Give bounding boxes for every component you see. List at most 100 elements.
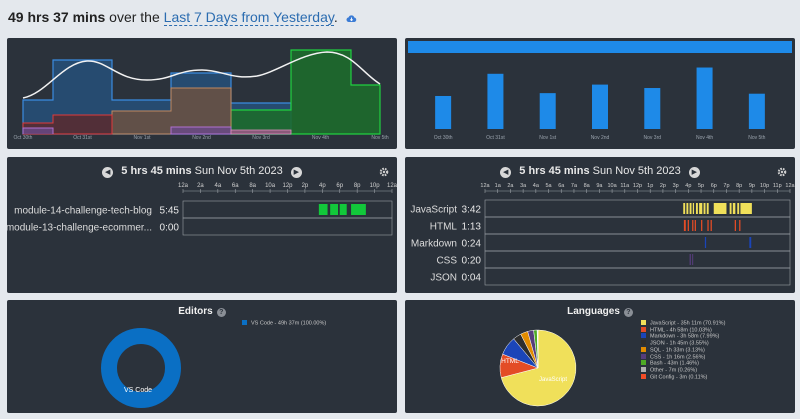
next-day-button[interactable]: ▶ <box>290 167 302 178</box>
timeline-row-name[interactable]: CSS <box>436 256 457 267</box>
prev-day-button[interactable]: ◀ <box>102 167 114 178</box>
daily-bar[interactable] <box>644 88 661 129</box>
language-slice-label: HTML <box>501 358 519 365</box>
project-timeline-panel: ◀ 5 hrs 45 mins Sun Nov 5th 2023 ▶ 12a 2a… <box>7 157 397 293</box>
daily-bar[interactable] <box>696 67 713 129</box>
timeline-span[interactable] <box>683 220 686 231</box>
timeline-span[interactable] <box>739 220 741 231</box>
timeline-tick-label: 12p <box>633 183 642 189</box>
daily-bar-x-label: Nov 3rd <box>644 135 662 141</box>
language-timeline-date: Sun Nov 5th 2023 <box>592 165 681 177</box>
timeline-span[interactable] <box>330 204 339 215</box>
editors-legend-item[interactable]: VS Code - 49h 37m (100.00%) <box>242 320 326 327</box>
prev-day-button[interactable]: ◀ <box>500 167 512 178</box>
timeline-span[interactable] <box>683 203 686 214</box>
activity-x-label: Nov 4th <box>312 135 329 141</box>
date-range-dropdown[interactable]: Last 7 Days from Yesterday <box>163 9 334 26</box>
languages-legend-item[interactable]: CSS - 1h 16m (2.56%) <box>641 353 725 361</box>
timeline-span[interactable] <box>707 220 709 231</box>
languages-legend-item[interactable]: Other - 7m (0.26%) <box>641 366 725 374</box>
editor-slice-vscode[interactable] <box>101 328 181 408</box>
daily-bar[interactable] <box>539 93 556 129</box>
language-timeline-duration: 5 hrs 45 mins <box>519 165 590 177</box>
timeline-span[interactable] <box>729 203 732 214</box>
languages-legend-item[interactable]: Bash - 43m (1.46%) <box>641 360 725 367</box>
timeline-span[interactable] <box>704 237 707 248</box>
daily-bar[interactable] <box>435 95 452 129</box>
timeline-span[interactable] <box>339 204 347 215</box>
timeline-tick-label: 2a <box>197 183 204 189</box>
timeline-span[interactable] <box>694 220 696 231</box>
daily-bar[interactable] <box>748 93 765 129</box>
timeline-span[interactable] <box>686 203 689 214</box>
timeline-row-time: 0:24 <box>462 239 482 250</box>
languages-legend-item[interactable]: Git Config - 3m (0.11%) <box>641 373 725 381</box>
legend-label: Other - 7m (0.26%) <box>650 367 698 374</box>
timeline-span[interactable] <box>689 203 692 214</box>
timeline-span[interactable] <box>703 203 706 214</box>
header-connector: over the <box>109 9 160 25</box>
languages-legend-item[interactable]: JavaScript - 35h 11m (70.91%) <box>641 320 725 327</box>
timeline-row-time: 0:04 <box>462 273 482 284</box>
timeline-row-name[interactable]: JavaScript <box>410 205 457 216</box>
next-day-button[interactable]: ▶ <box>688 167 700 178</box>
activity-x-label: Nov 1st <box>134 135 152 141</box>
timeline-row-time: 5:45 <box>160 206 180 217</box>
gear-icon[interactable] <box>777 164 787 182</box>
language-timeline-panel: ◀ 5 hrs 45 mins Sun Nov 5th 2023 ▶ 12a 1a… <box>405 157 795 293</box>
timeline-span[interactable] <box>737 203 740 214</box>
timeline-row-time: 0:00 <box>160 223 180 234</box>
summary-header: 49 hrs 37 mins over the Last 7 Days from… <box>8 9 357 26</box>
timeline-span[interactable] <box>713 203 727 214</box>
gear-icon[interactable] <box>379 164 389 182</box>
languages-legend: JavaScript - 35h 11m (70.91%) HTML - 4h 5… <box>641 320 725 380</box>
languages-legend-item[interactable]: HTML - 4h 58m (10.03%) <box>641 326 725 334</box>
timeline-span[interactable] <box>749 237 752 248</box>
languages-legend-item[interactable]: JSON - 1h 45m (3.55%) <box>641 340 725 347</box>
timeline-span[interactable] <box>699 203 703 214</box>
timeline-tick-label: 2a <box>507 183 514 189</box>
languages-legend-item[interactable]: SQL - 1h 33m (3.13%) <box>641 346 725 354</box>
cloud-download-icon[interactable] <box>346 10 357 26</box>
timeline-span[interactable] <box>706 203 709 214</box>
timeline-span[interactable] <box>687 220 689 231</box>
timeline-span[interactable] <box>710 220 712 231</box>
timeline-tick-label: 4a <box>214 183 221 189</box>
daily-bar-x-label: Oct 30th <box>434 135 453 141</box>
timeline-tick-label: 12p <box>282 183 293 189</box>
editors-panel: Editors? VS Code VS Code - 49h 37m (100.… <box>7 300 397 413</box>
language-timeline-title: ◀ 5 hrs 45 mins Sun Nov 5th 2023 ▶ <box>405 165 795 178</box>
languages-pie: JavaScript HTML <box>499 329 577 407</box>
daily-bar-chart: Oct 30th Oct 31st Nov 1st Nov 2nd Nov 3rd Nov… <box>408 41 792 141</box>
timeline-row-time: 3:42 <box>462 205 482 216</box>
timeline-tick-label: 7a <box>571 183 578 189</box>
timeline-span[interactable] <box>692 254 694 265</box>
timeline-tick-label: 8p <box>354 183 361 189</box>
help-circle-icon[interactable]: ? <box>216 308 226 317</box>
daily-bar[interactable] <box>487 73 504 129</box>
timeline-span[interactable] <box>695 203 698 214</box>
timeline-span[interactable] <box>318 204 328 215</box>
timeline-tick-label: 4p <box>685 183 691 189</box>
timeline-tick-label: 11a <box>620 183 630 189</box>
timeline-span[interactable] <box>732 203 736 214</box>
help-circle-icon[interactable]: ? <box>623 308 633 317</box>
timeline-span[interactable] <box>692 220 694 231</box>
legend-swatch <box>641 353 646 359</box>
timeline-row-name[interactable]: JSON <box>430 273 457 284</box>
languages-legend-item[interactable]: Markdown - 3h 58m (7.99%) <box>641 333 725 340</box>
timeline-span[interactable] <box>740 203 752 214</box>
daily-bar[interactable] <box>592 84 608 129</box>
legend-project-bar[interactable] <box>408 41 792 53</box>
timeline-row-name[interactable]: module-13-challenge-ecommer... <box>7 223 152 234</box>
timeline-row-name[interactable]: HTML <box>430 222 458 233</box>
timeline-span[interactable] <box>701 220 703 231</box>
timeline-span[interactable] <box>734 220 736 231</box>
timeline-span[interactable] <box>692 203 695 214</box>
timeline-span[interactable] <box>689 254 691 265</box>
activity-area-purple <box>22 126 232 135</box>
timeline-row-name[interactable]: module-14-challenge-tech-blog <box>14 206 152 217</box>
timeline-span[interactable] <box>351 204 366 215</box>
total-time: 49 hrs 37 mins <box>8 9 106 25</box>
timeline-row-name[interactable]: Markdown <box>411 239 457 250</box>
